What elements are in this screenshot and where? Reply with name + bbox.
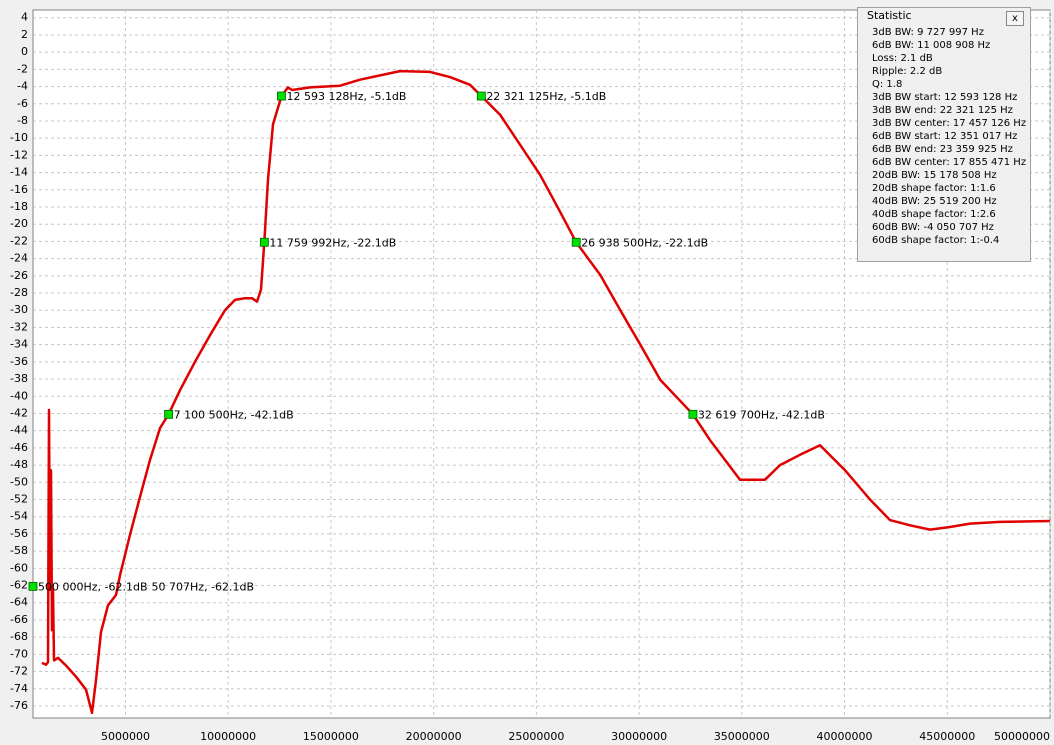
x-tick-label: 30000000 [611,730,667,743]
statistic-line: 3dB BW center: 17 457 126 Hz [872,118,1027,129]
y-tick-label: -4 [17,80,28,93]
y-tick-label: -46 [10,441,28,454]
y-tick-label: -28 [10,286,28,299]
close-button[interactable]: x [1006,11,1024,26]
y-tick-label: -42 [10,406,28,419]
marker [688,409,698,419]
y-tick-label: -10 [10,131,28,144]
statistic-line: 60dB shape factor: 1:-0.4 [872,235,1000,246]
panel-title: Statistic [867,9,912,22]
statistic-line: 40dB shape factor: 1:2.6 [872,209,996,220]
statistic-line: 6dB BW center: 17 855 471 Hz [872,157,1027,168]
y-tick-label: -50 [10,475,28,488]
y-tick-label: -6 [17,97,28,110]
x-tick-label: 25000000 [508,730,564,743]
y-tick-label: -2 [17,62,28,75]
y-tick-label: -16 [10,183,28,196]
x-tick-label: 45000000 [919,730,975,743]
marker-label: 50 707Hz, -62.1dB [152,580,255,593]
marker-label: 32 619 700Hz, -42.1dB [698,408,825,421]
y-tick-label: -12 [10,148,28,161]
y-tick-label: -68 [10,630,28,643]
marker [259,237,269,247]
y-tick-label: -18 [10,200,28,213]
marker-label: 26 938 500Hz, -22.1dB [581,236,708,249]
x-tick-label: 5000000 [101,730,150,743]
y-tick-label: 4 [21,11,28,24]
y-tick-label: -20 [10,217,28,230]
statistic-panel: Statistic x 3dB BW: 9 727 997 Hz 6dB BW: … [857,7,1031,262]
y-tick-label: -58 [10,544,28,557]
statistic-line: 3dB BW end: 22 321 125 Hz [872,105,1013,116]
y-tick-label: -66 [10,613,28,626]
y-tick-label: 2 [21,28,28,41]
y-tick-label: -64 [10,596,28,609]
statistic-line: 40dB BW: 25 519 200 Hz [872,196,997,207]
y-tick-label: -70 [10,647,28,660]
statistic-line: 6dB BW start: 12 351 017 Hz [872,131,1018,142]
statistic-line: 60dB BW: -4 050 707 Hz [872,222,994,233]
y-tick-label: -52 [10,492,28,505]
y-tick-label: -24 [10,252,28,265]
y-tick-label: -44 [10,424,28,437]
y-tick-label: 0 [21,45,28,58]
statistic-line: 20dB BW: 15 178 508 Hz [872,170,997,181]
marker-label: 500 000Hz, -62.1dB [38,580,148,593]
y-tick-label: -38 [10,372,28,385]
y-tick-label: -14 [10,166,28,179]
y-tick-label: -30 [10,303,28,316]
statistic-line: 20dB shape factor: 1:1.6 [872,183,996,194]
marker [164,409,174,419]
y-tick-label: -36 [10,355,28,368]
x-tick-label: 20000000 [406,730,462,743]
marker-label: 12 593 128Hz, -5.1dB [286,90,406,103]
y-tick-label: -40 [10,389,28,402]
statistic-line: Loss: 2.1 dB [872,53,933,64]
x-tick-label: 10000000 [200,730,256,743]
statistic-line: 3dB BW start: 12 593 128 Hz [872,92,1018,103]
y-tick-label: -26 [10,269,28,282]
y-tick-label: -60 [10,561,28,574]
y-tick-label: -48 [10,458,28,471]
marker [476,91,486,101]
x-tick-label: 50000000 [994,730,1050,743]
x-tick-label: 40000000 [817,730,873,743]
x-tick-label: 35000000 [714,730,770,743]
y-tick-label: -72 [10,665,28,678]
statistic-line: 6dB BW: 11 008 908 Hz [872,40,991,51]
y-tick-label: -62 [10,579,28,592]
y-tick-label: -56 [10,527,28,540]
y-tick-label: -34 [10,338,28,351]
y-tick-label: -8 [17,114,28,127]
marker-label: 7 100 500Hz, -42.1dB [174,408,294,421]
y-tick-label: -74 [10,682,28,695]
y-tick-label: -22 [10,234,28,247]
marker [571,237,581,247]
marker [277,91,286,101]
y-tick-label: -76 [10,699,28,712]
marker-label: 11 759 992Hz, -22.1dB [269,236,396,249]
statistic-line: 6dB BW end: 23 359 925 Hz [872,144,1013,155]
marker-label: 22 321 125Hz, -5.1dB [486,90,606,103]
statistic-lines: 3dB BW: 9 727 997 Hz 6dB BW: 11 008 908 H… [872,26,1026,247]
y-tick-label: -54 [10,510,28,523]
statistic-line: Ripple: 2.2 dB [872,66,943,77]
statistic-line: 3dB BW: 9 727 997 Hz [872,27,984,38]
y-tick-label: -32 [10,320,28,333]
marker [28,581,38,591]
x-tick-label: 15000000 [303,730,359,743]
statistic-line: Q: 1.8 [872,79,903,90]
